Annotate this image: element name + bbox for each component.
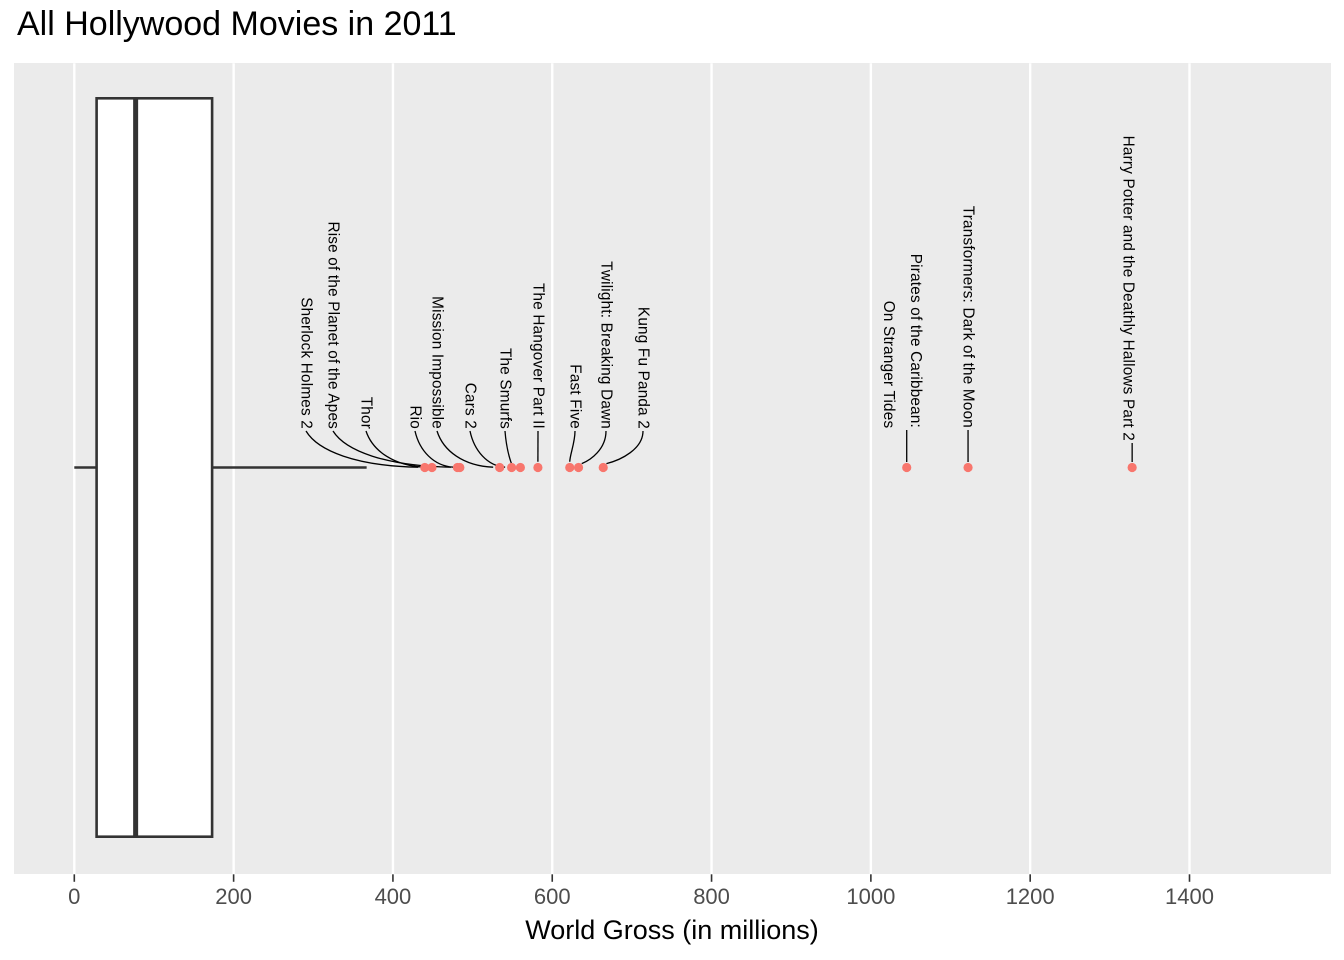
leader-line: [436, 430, 494, 468]
x-tick-label: 200: [215, 884, 252, 909]
leader-line: [414, 430, 454, 468]
movie-label: Thor: [357, 396, 375, 429]
movie-label: Pirates of the Caribbean: On Stranger Ti…: [880, 253, 924, 428]
x-tick-label: 600: [533, 884, 571, 909]
movie-label: Twilight: Breaking Dawn: [597, 261, 615, 429]
boxplot-box: [95, 97, 214, 839]
outlier-point: [533, 462, 543, 473]
movie-label: Rio: [406, 405, 424, 429]
leader-line: [469, 430, 506, 468]
x-tick-label: 800: [693, 884, 730, 909]
outlier-point: [427, 462, 437, 473]
x-tick-label: 0: [68, 884, 81, 909]
leader-line: [365, 430, 426, 468]
movie-label: Sherlock Holmes 2: [297, 297, 315, 429]
outlier-point: [507, 462, 517, 473]
movie-label: Fast Five: [566, 364, 584, 429]
outlier-point: [455, 462, 465, 473]
chart-title: All Hollywood Movies in 2011: [17, 5, 457, 43]
leader-line: [581, 430, 607, 465]
outlier-point: [420, 462, 430, 473]
x-tick-label: 1200: [1005, 884, 1055, 909]
movie-label: Cars 2: [461, 382, 479, 429]
outlier-point: [565, 462, 575, 473]
leader-line: [569, 430, 576, 462]
movie-label: Mission Impossible: [428, 296, 446, 429]
leader-line: [504, 430, 515, 468]
x-tick-label: 1000: [846, 884, 896, 909]
movie-label: The Smurfs: [496, 347, 514, 429]
movie-label: Rise of the Planet of the Apes: [324, 221, 342, 429]
outlier-point: [1127, 462, 1137, 473]
outlier-point: [495, 462, 505, 473]
movie-label: The Hangover Part II: [529, 283, 547, 429]
outlier-point: [515, 462, 525, 473]
movie-label: Transformers: Dark of the Moon: [959, 205, 977, 428]
leader-line: [305, 430, 419, 468]
outlier-point: [963, 462, 973, 473]
x-axis-title: World Gross (in millions): [525, 915, 819, 945]
movie-label: Kung Fu Panda 2: [634, 306, 652, 429]
movie-label: Harry Potter and the Deathly Hallows Par…: [1119, 135, 1137, 441]
x-tick-label: 1400: [1165, 884, 1214, 909]
outlier-point: [598, 462, 608, 473]
leader-line: [606, 430, 644, 465]
x-tick-label: 400: [374, 884, 412, 909]
outlier-point: [902, 462, 912, 473]
outlier-point: [573, 462, 584, 473]
